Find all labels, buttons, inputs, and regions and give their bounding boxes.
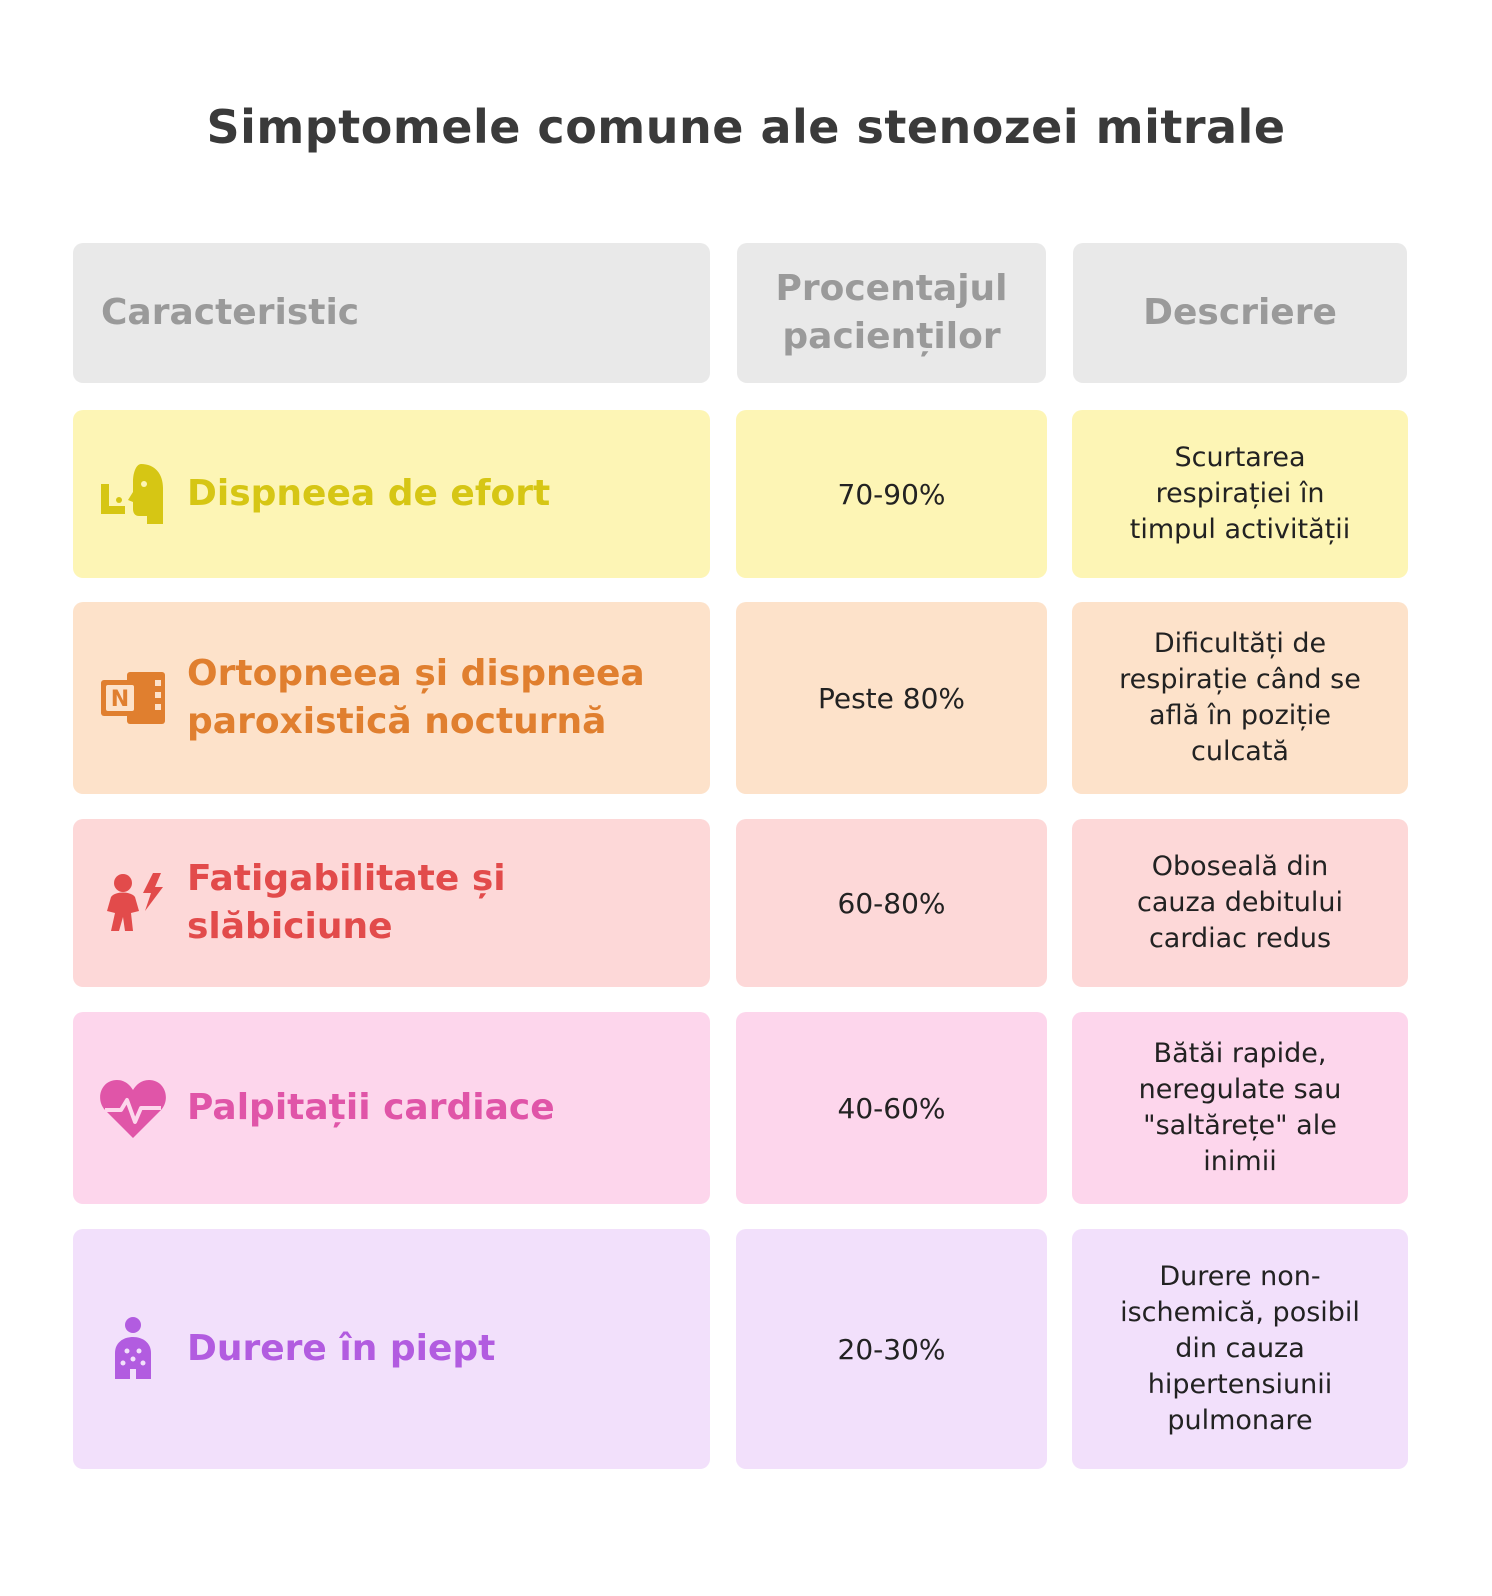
- header-description-label: Descriere: [1143, 292, 1337, 333]
- row-chest-pain-description: Durere non-ischemică, posibil din cauza …: [1072, 1229, 1408, 1469]
- row-fatigue-characteristic: Fatigabilitate și slăbiciune: [73, 819, 710, 987]
- person-breathing-icon: [97, 458, 169, 530]
- description-text: Scurtarea respirației în timpul activită…: [1129, 442, 1351, 545]
- row-fatigue-percentage: 60-80%: [736, 819, 1047, 987]
- symptom-name: Durere în piept: [187, 1328, 496, 1369]
- row-palpitations-characteristic: Palpitații cardiace: [73, 1012, 710, 1204]
- header-characteristic-label: Caracteristic: [101, 292, 360, 333]
- row-dispnea-characteristic: Dispneea de efort: [73, 410, 710, 578]
- percentage-value: 70-90%: [837, 477, 946, 511]
- header-description: Descriere: [1073, 243, 1407, 383]
- description-text: Oboseală din cauza debitului cardiac red…: [1136, 851, 1343, 954]
- row-dispnea-description: Scurtarea respirației în timpul activită…: [1072, 410, 1408, 578]
- percentage-value: Peste 80%: [817, 681, 966, 715]
- heart-pulse-icon: [97, 1072, 169, 1144]
- page-title: Simptomele comune ale stenozei mitrale: [206, 100, 1286, 154]
- description-text: Dificultăți de respirație când se află î…: [1119, 628, 1361, 767]
- row-dispnea-percentage: 70-90%: [736, 410, 1047, 578]
- row-palpitations-description: Bătăi rapide, neregulate sau "saltărețe"…: [1072, 1012, 1408, 1204]
- header-percentage-label: Procentajul pacienților: [775, 268, 1008, 357]
- header-percentage: Procentajul pacienților: [737, 243, 1046, 383]
- percentage-value: 20-30%: [837, 1332, 946, 1366]
- symptom-name: Ortopneea și dispneea paroxistică noctur…: [187, 653, 645, 742]
- symptom-name: Dispneea de efort: [187, 473, 551, 514]
- symptom-name: Palpitații cardiace: [187, 1087, 555, 1128]
- row-fatigue-description: Oboseală din cauza debitului cardiac red…: [1072, 819, 1408, 987]
- notebook-icon: N: [97, 662, 169, 734]
- row-chest-pain-characteristic: Durere în piept: [73, 1229, 710, 1469]
- row-ortopnea-percentage: Peste 80%: [736, 602, 1047, 794]
- percentage-value: 60-80%: [837, 886, 946, 920]
- row-ortopnea-characteristic: N Ortopneea și dispneea paroxistică noct…: [73, 602, 710, 794]
- svg-text:N: N: [111, 687, 129, 712]
- row-palpitations-percentage: 40-60%: [736, 1012, 1047, 1204]
- symptom-name: Fatigabilitate și slăbiciune: [187, 858, 506, 947]
- person-chest-icon: [97, 1313, 169, 1385]
- row-ortopnea-description: Dificultăți de respirație când se află î…: [1072, 602, 1408, 794]
- description-text: Bătăi rapide, neregulate sau "saltărețe"…: [1138, 1038, 1342, 1177]
- description-text: Durere non-ischemică, posibil din cauza …: [1120, 1261, 1360, 1436]
- header-characteristic: Caracteristic: [73, 243, 710, 383]
- tired-person-icon: [97, 867, 169, 939]
- percentage-value: 40-60%: [837, 1091, 946, 1125]
- row-chest-pain-percentage: 20-30%: [736, 1229, 1047, 1469]
